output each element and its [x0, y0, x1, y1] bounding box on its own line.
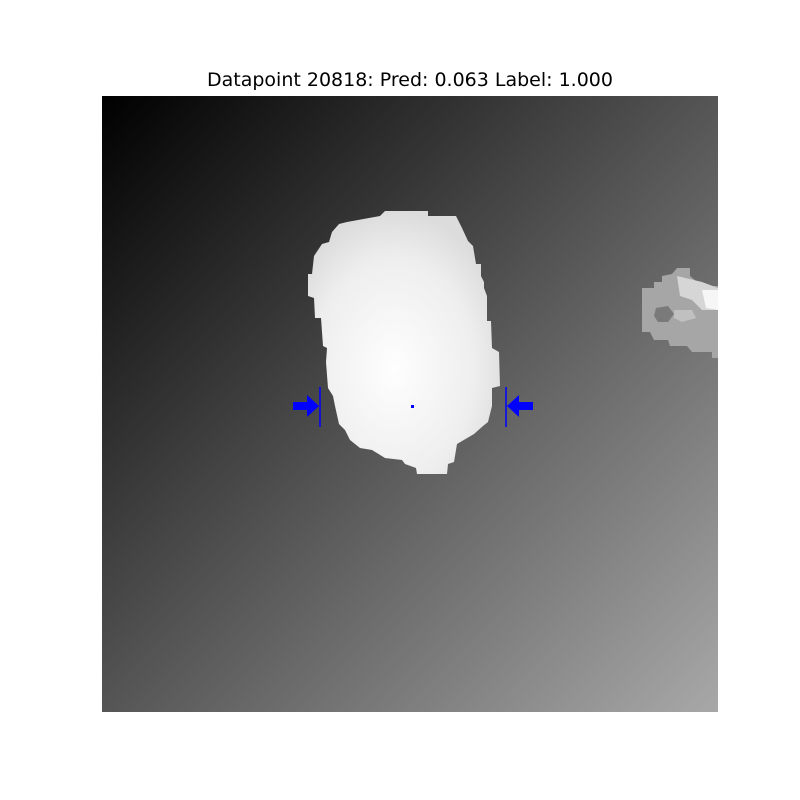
object-blob — [308, 211, 500, 474]
figure-title: Datapoint 20818: Pred: 0.063 Label: 1.00… — [207, 69, 613, 91]
grasp-marker — [293, 387, 533, 427]
right-arrow-icon — [293, 395, 319, 417]
depth-image-panel — [102, 96, 718, 712]
side-object — [642, 268, 718, 358]
depth-image — [102, 96, 718, 712]
dot-icon — [411, 405, 414, 408]
left-arrow-icon — [507, 395, 533, 417]
